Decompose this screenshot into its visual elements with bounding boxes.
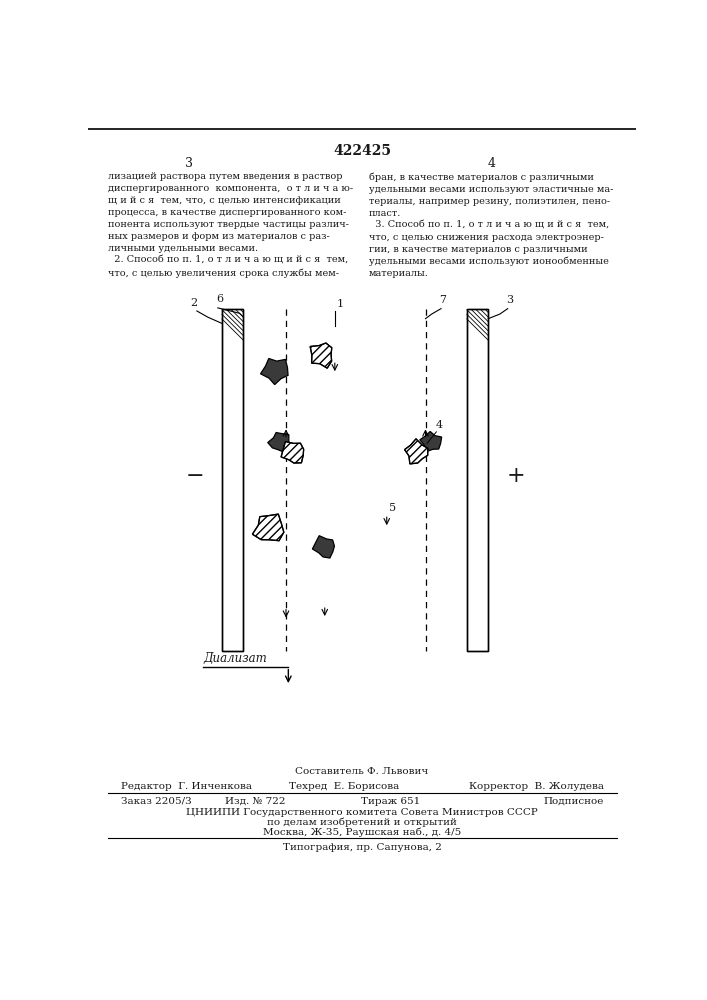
Text: 4: 4 [487,157,496,170]
Polygon shape [420,431,442,452]
Text: Изд. № 722: Изд. № 722 [225,797,285,806]
Bar [222,309,243,651]
Bar [467,309,489,651]
Text: бран, в качестве материалов с различными
удельными весами используют эластичные : бран, в качестве материалов с различными… [369,172,613,278]
Polygon shape [268,433,289,452]
Text: Редактор  Г. Инченкова: Редактор Г. Инченкова [121,782,252,791]
Text: 4: 4 [436,420,443,430]
Text: лизацией раствора путем введения в раствор
диспергированного  компонента,  о т л: лизацией раствора путем введения в раств… [107,172,353,278]
Text: 7: 7 [440,295,446,305]
Text: 5: 5 [389,503,396,513]
Polygon shape [312,536,334,558]
Polygon shape [281,442,303,463]
Bar [467,309,489,651]
Text: 3: 3 [185,157,193,170]
Polygon shape [252,514,284,541]
Text: 1: 1 [337,299,344,309]
Text: 2: 2 [190,298,197,308]
Text: Заказ 2205/3: Заказ 2205/3 [121,797,192,806]
Text: ЦНИИПИ Государственного комитета Совета Министров СССР: ЦНИИПИ Государственного комитета Совета … [186,808,538,817]
Text: Техред  Е. Борисова: Техред Е. Борисова [289,782,399,791]
Text: −: − [186,465,204,487]
Text: Москва, Ж-35, Раушская наб., д. 4/5: Москва, Ж-35, Раушская наб., д. 4/5 [263,828,461,837]
Text: по делам изобретений и открытий: по делам изобретений и открытий [267,818,457,827]
Text: 6: 6 [216,294,223,304]
Polygon shape [310,343,332,368]
Text: Подписное: Подписное [544,797,604,806]
Text: Диализат: Диализат [203,652,267,665]
Text: Тираж 651: Тираж 651 [361,797,420,806]
Text: +: + [507,465,525,487]
Text: Составитель Ф. Львович: Составитель Ф. Львович [296,767,428,776]
Text: 3: 3 [506,295,513,305]
Polygon shape [260,358,288,385]
Text: 422425: 422425 [333,144,391,158]
Polygon shape [404,439,428,464]
Text: Корректор  В. Жолудева: Корректор В. Жолудева [469,782,604,791]
Text: Типография, пр. Сапунова, 2: Типография, пр. Сапунова, 2 [283,843,441,852]
Bar [222,309,243,651]
